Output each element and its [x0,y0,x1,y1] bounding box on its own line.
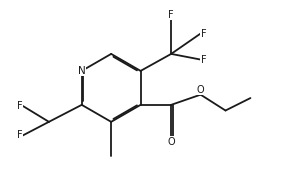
Text: O: O [197,85,204,95]
Text: F: F [17,101,23,111]
Text: F: F [201,28,206,38]
Text: F: F [201,55,206,65]
Text: N: N [78,66,86,76]
Text: F: F [168,10,174,20]
Text: O: O [167,137,175,146]
Text: F: F [17,130,23,140]
